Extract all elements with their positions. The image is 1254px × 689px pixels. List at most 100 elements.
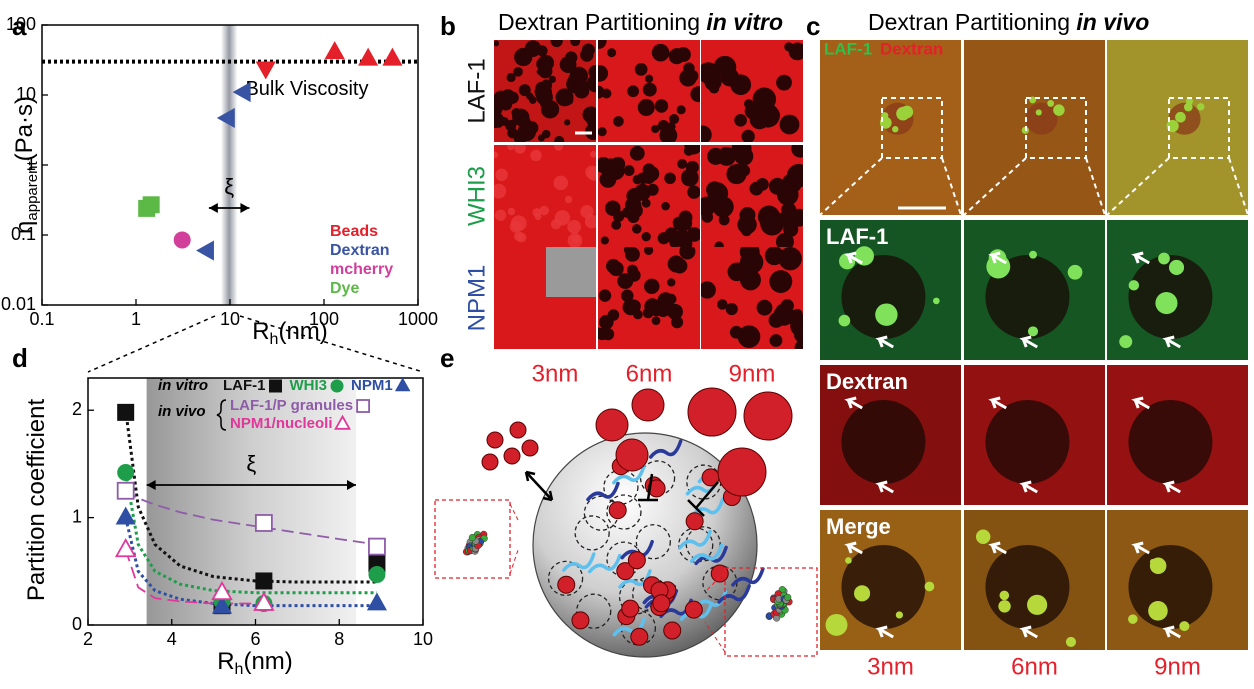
droplet — [655, 99, 668, 112]
granule — [854, 585, 870, 601]
xi-label: ξ — [224, 174, 234, 199]
droplet — [659, 126, 677, 144]
droplet — [726, 164, 746, 184]
droplet — [551, 219, 561, 229]
droplet — [667, 278, 675, 286]
legend-entry: NPM1/nucleoli — [230, 415, 333, 432]
droplet — [627, 85, 639, 97]
granule — [1197, 103, 1204, 110]
droplet — [574, 83, 589, 98]
droplet — [554, 136, 564, 146]
small-solute — [510, 422, 526, 438]
droplet — [684, 146, 694, 156]
granule — [1148, 601, 1168, 621]
small-solute — [487, 432, 503, 448]
arrow-head — [209, 203, 218, 213]
label-symbol: Partition coefficient — [23, 399, 50, 602]
granule — [1068, 265, 1083, 280]
droplet — [714, 56, 737, 79]
droplet — [734, 114, 747, 127]
label-subscript: apparent — [24, 161, 41, 221]
droplet — [647, 184, 659, 196]
legend-entry: Dextran — [330, 242, 390, 259]
droplet — [611, 157, 625, 171]
granule — [1158, 253, 1170, 265]
label-subscript: h — [270, 331, 279, 348]
droplet — [551, 35, 563, 47]
droplet — [491, 151, 498, 158]
droplet — [677, 159, 687, 169]
large-solute — [744, 392, 792, 440]
exchange-arrow — [526, 472, 552, 500]
droplet — [730, 326, 743, 339]
granule — [933, 298, 940, 305]
micrograph — [593, 243, 700, 349]
x-tick-label: 2 — [83, 629, 93, 649]
droplet — [642, 232, 651, 241]
x-tick-label: 4 — [167, 629, 177, 649]
droplet — [644, 246, 653, 255]
micrograph — [699, 242, 814, 355]
marker — [326, 42, 344, 58]
droplet — [740, 250, 763, 273]
granule — [826, 614, 848, 636]
droplet — [795, 340, 811, 356]
marker — [369, 539, 385, 555]
droplet — [572, 235, 580, 243]
droplet — [635, 63, 648, 76]
medium-solute — [596, 409, 628, 441]
granule — [1128, 614, 1138, 624]
channel-label: LAF-1 — [824, 39, 872, 58]
label-symbol: R — [252, 318, 269, 345]
legend-entry: Dye — [330, 280, 359, 297]
droplet — [645, 75, 653, 83]
zoom-line — [88, 316, 215, 372]
droplet — [565, 196, 572, 203]
large-solute — [718, 448, 766, 496]
micrograph — [693, 40, 806, 144]
solute — [631, 628, 648, 645]
micrograph — [964, 220, 1105, 360]
droplet — [702, 211, 713, 222]
droplet — [699, 281, 716, 298]
droplet — [556, 88, 574, 106]
droplet — [672, 258, 687, 273]
title-emphasis: in vitro — [706, 9, 783, 35]
droplet — [734, 147, 753, 166]
droplet — [776, 75, 792, 91]
solute — [686, 513, 703, 530]
droplet — [675, 229, 690, 244]
droplet — [514, 142, 526, 154]
atom — [469, 534, 476, 541]
droplet — [599, 315, 614, 330]
droplet — [539, 206, 549, 216]
nucleus — [841, 400, 925, 484]
channel-label: Dextran — [880, 39, 943, 58]
droplet — [501, 89, 516, 104]
micrograph — [591, 33, 706, 144]
x-axis-label: Rh(nm) — [252, 318, 328, 348]
title-text: Dextran Partitioning — [498, 9, 700, 35]
solute — [628, 552, 645, 569]
marker — [359, 49, 377, 65]
granule — [1000, 591, 1010, 601]
granule — [1155, 292, 1177, 314]
droplet — [599, 289, 611, 301]
xi-band — [221, 25, 238, 305]
inset — [546, 247, 596, 297]
micrograph — [697, 139, 810, 251]
granule — [1169, 260, 1184, 275]
marker — [383, 49, 401, 65]
droplet — [721, 201, 731, 211]
small-solute — [504, 448, 520, 464]
droplet — [765, 108, 781, 124]
droplet — [651, 125, 659, 133]
droplet — [598, 127, 607, 136]
solute — [609, 502, 626, 519]
micrograph — [964, 510, 1105, 650]
droplet — [537, 45, 548, 56]
marker — [118, 465, 134, 481]
droplet — [507, 128, 518, 139]
droplet — [777, 184, 799, 206]
panel-letter: d — [12, 343, 28, 373]
